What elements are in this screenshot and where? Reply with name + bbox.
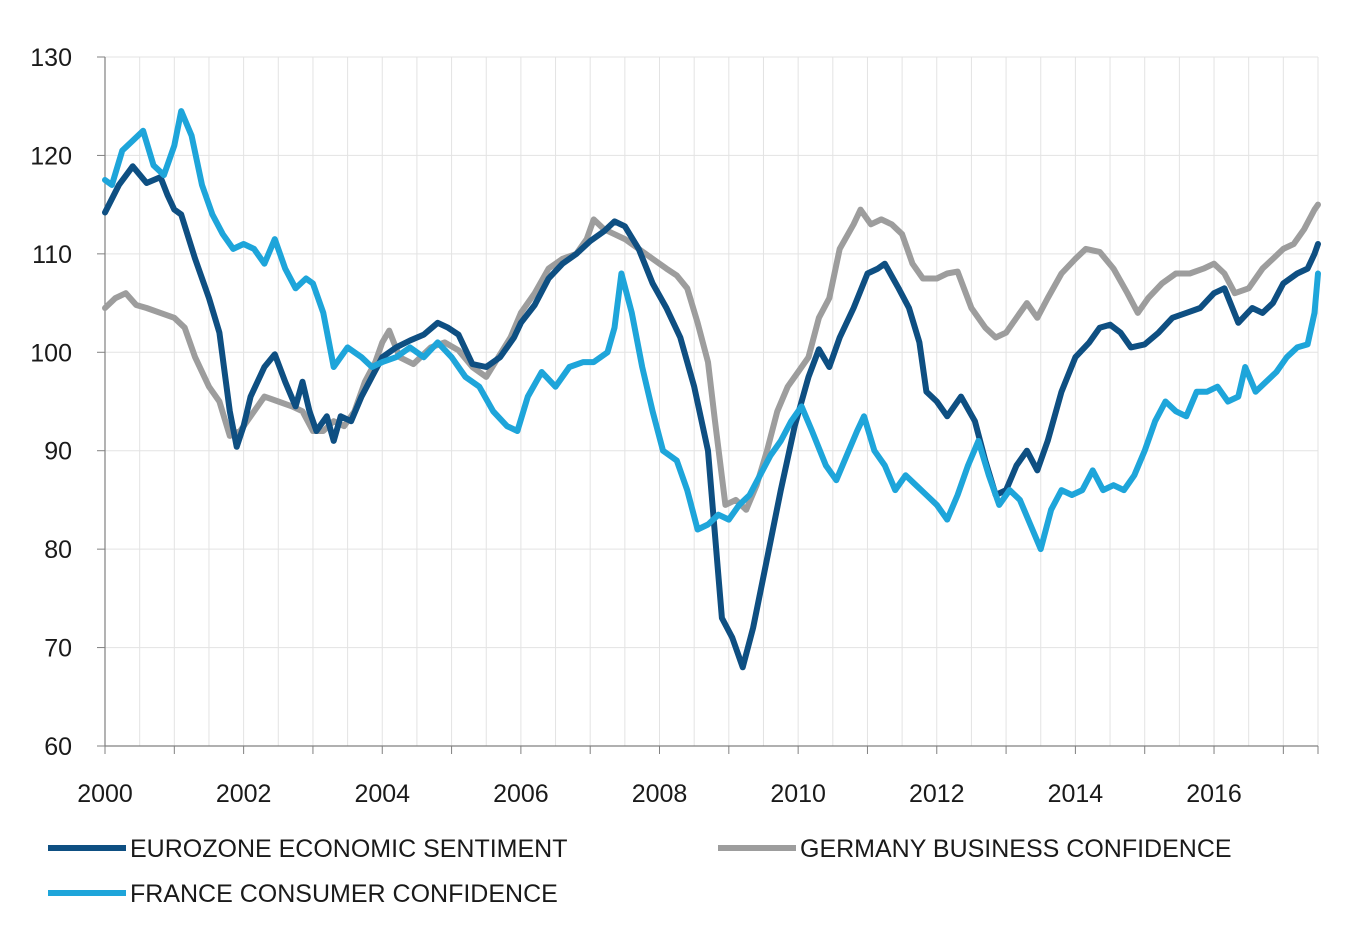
x-tick-label: 2008: [632, 780, 688, 808]
gridlines: [105, 56, 1319, 746]
y-tick-label: 110: [32, 241, 72, 269]
y-tick-label: 70: [44, 635, 72, 663]
legend-label-2: FRANCE CONSUMER CONFIDENCE: [130, 880, 558, 908]
y-tick-label: 100: [30, 339, 72, 367]
series-line-0: [102, 163, 1321, 671]
y-tick-label: 130: [30, 44, 72, 72]
x-tick-label: 2014: [1048, 780, 1104, 808]
y-tick-labels: 60 70 80 90 100 110 120 130: [30, 44, 72, 761]
series-line-2: [102, 108, 1321, 553]
x-tick-label: 2006: [493, 780, 549, 808]
x-tick-label: 2010: [770, 780, 826, 808]
x-tick-label: 2000: [77, 780, 133, 808]
x-tick-label: 2012: [909, 780, 965, 808]
x-tick-label: 2002: [216, 780, 272, 808]
x-tick-label: 2004: [354, 780, 410, 808]
legend-label-1: GERMANY BUSINESS CONFIDENCE: [800, 835, 1232, 863]
y-tick-label: 120: [30, 142, 72, 170]
legend-label-0: EUROZONE ECONOMIC SENTIMENT: [130, 835, 568, 863]
y-tick-label: 60: [44, 733, 72, 761]
series-line-1: [102, 201, 1321, 513]
y-tick-label: 90: [44, 438, 72, 466]
series-lines: [102, 108, 1321, 671]
legend: EUROZONE ECONOMIC SENTIMENT GERMANY BUSIN…: [48, 835, 1232, 908]
axes: [97, 56, 1319, 754]
y-tick-label: 80: [44, 536, 72, 564]
x-tick-label: 2016: [1186, 780, 1242, 808]
x-tick-labels: 2000 2002 2004 2006 2008 2010 2012 2014 2016: [77, 780, 1242, 808]
